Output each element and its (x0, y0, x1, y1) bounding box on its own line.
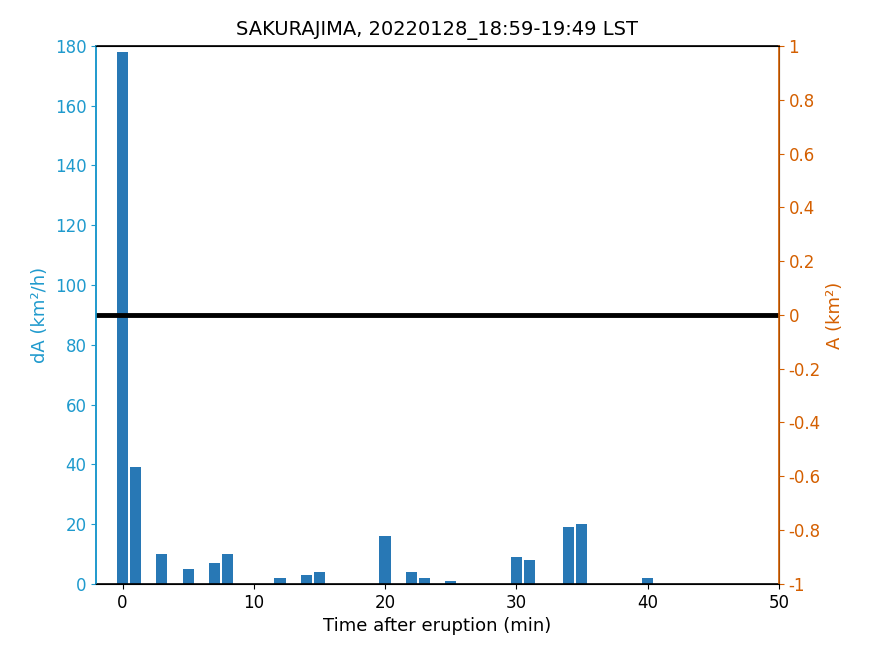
Bar (642, 578, 653, 584)
Bar (222, 554, 233, 584)
Bar (209, 563, 220, 584)
Bar (314, 572, 325, 584)
Bar (406, 572, 416, 584)
Bar (419, 578, 430, 584)
Bar (577, 524, 587, 584)
Bar (511, 557, 522, 584)
Bar (564, 527, 574, 584)
Title: SAKURAJIMA, 20220128_18:59-19:49 LST: SAKURAJIMA, 20220128_18:59-19:49 LST (236, 21, 639, 40)
Bar (130, 467, 141, 584)
Bar (157, 554, 167, 584)
Y-axis label: A (km²): A (km²) (826, 281, 844, 348)
Bar (524, 560, 535, 584)
Bar (275, 578, 285, 584)
Bar (301, 575, 312, 584)
Y-axis label: dA (km²/h): dA (km²/h) (31, 267, 49, 363)
Bar (183, 569, 193, 584)
Bar (445, 581, 456, 584)
Bar (117, 52, 128, 584)
X-axis label: Time after eruption (min): Time after eruption (min) (324, 617, 551, 635)
Bar (380, 536, 390, 584)
